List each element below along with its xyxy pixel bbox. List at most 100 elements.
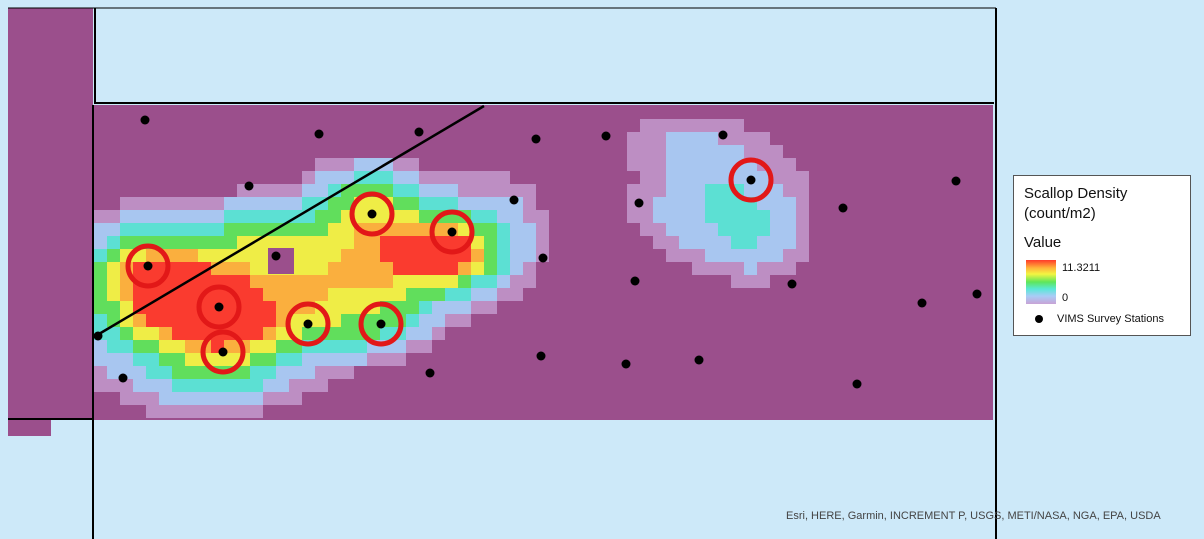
density-cell: [276, 327, 289, 340]
survey-station-marker[interactable]: [140, 115, 150, 125]
density-cell: [471, 262, 484, 275]
density-cell: [94, 353, 107, 366]
density-cell: [679, 236, 692, 249]
survey-station-marker[interactable]: [271, 251, 281, 261]
density-cell: [94, 288, 107, 301]
survey-station-marker[interactable]: [601, 131, 611, 141]
density-cell: [302, 288, 315, 301]
survey-station-marker[interactable]: [621, 359, 631, 369]
density-cell: [172, 223, 185, 236]
highlight-ring: [200, 329, 246, 375]
density-cell: [679, 197, 692, 210]
density-cell: [198, 210, 211, 223]
density-cell: [159, 301, 172, 314]
density-cell: [497, 184, 510, 197]
density-cell: [146, 249, 159, 262]
density-cell: [120, 392, 133, 405]
survey-station-marker[interactable]: [838, 203, 848, 213]
density-cell: [289, 184, 302, 197]
density-cell: [510, 184, 523, 197]
survey-station-marker[interactable]: [376, 319, 386, 329]
survey-station-marker[interactable]: [118, 373, 128, 383]
survey-station-marker[interactable]: [367, 209, 377, 219]
density-cell: [653, 119, 666, 132]
density-cell: [211, 236, 224, 249]
density-cell: [393, 236, 406, 249]
density-cell: [198, 249, 211, 262]
density-cell: [354, 236, 367, 249]
density-cell: [185, 301, 198, 314]
density-cell: [445, 262, 458, 275]
highlighted-stations: [125, 157, 774, 375]
legend-color-ramp: [1026, 260, 1056, 304]
density-cell: [497, 210, 510, 223]
survey-station-marker[interactable]: [143, 261, 153, 271]
density-cell: [510, 288, 523, 301]
density-cell: [458, 288, 471, 301]
survey-station-marker[interactable]: [93, 331, 103, 341]
density-cell: [120, 236, 133, 249]
survey-station-marker[interactable]: [917, 298, 927, 308]
survey-station-marker[interactable]: [531, 134, 541, 144]
density-cell: [640, 184, 653, 197]
survey-station-marker[interactable]: [972, 289, 982, 299]
density-cell: [523, 223, 536, 236]
survey-station-marker[interactable]: [536, 351, 546, 361]
density-cell: [341, 353, 354, 366]
density-cell: [263, 314, 276, 327]
survey-station-marker[interactable]: [746, 175, 756, 185]
density-cell: [276, 275, 289, 288]
density-cell: [289, 392, 302, 405]
density-cell: [419, 171, 432, 184]
density-cell: [276, 379, 289, 392]
density-cell: [237, 379, 250, 392]
density-cell: [432, 262, 445, 275]
density-cell: [341, 184, 354, 197]
density-cell: [744, 210, 757, 223]
survey-station-marker[interactable]: [852, 379, 862, 389]
density-cell: [783, 171, 796, 184]
density-cell: [757, 236, 770, 249]
survey-station-marker[interactable]: [509, 195, 519, 205]
density-cell: [770, 223, 783, 236]
density-cell: [666, 197, 679, 210]
density-cell: [185, 249, 198, 262]
density-cell: [510, 236, 523, 249]
density-cell: [354, 275, 367, 288]
density-cell: [627, 145, 640, 158]
density-cell: [302, 223, 315, 236]
survey-station-marker[interactable]: [414, 127, 424, 137]
survey-station-marker[interactable]: [718, 130, 728, 140]
highlight-ring: [349, 191, 395, 237]
density-cell: [302, 327, 315, 340]
survey-station-marker[interactable]: [630, 276, 640, 286]
density-cell: [133, 262, 146, 275]
survey-station-marker[interactable]: [694, 355, 704, 365]
survey-station-marker[interactable]: [244, 181, 254, 191]
density-cell: [328, 158, 341, 171]
survey-station-marker[interactable]: [425, 368, 435, 378]
density-cell: [380, 262, 393, 275]
density-cell: [133, 340, 146, 353]
survey-station-marker[interactable]: [314, 129, 324, 139]
density-cell: [484, 184, 497, 197]
density-cell: [328, 275, 341, 288]
survey-station-marker[interactable]: [787, 279, 797, 289]
survey-station-marker[interactable]: [538, 253, 548, 263]
density-cell: [198, 262, 211, 275]
survey-station-marker[interactable]: [951, 176, 961, 186]
survey-station-marker[interactable]: [303, 319, 313, 329]
density-cell: [692, 158, 705, 171]
survey-station-marker[interactable]: [218, 347, 228, 357]
survey-station-marker[interactable]: [447, 227, 457, 237]
density-cell: [146, 405, 159, 418]
density-cell: [185, 353, 198, 366]
density-cell: [354, 262, 367, 275]
survey-station-marker[interactable]: [634, 198, 644, 208]
density-cell: [757, 275, 770, 288]
survey-station-marker[interactable]: [214, 302, 224, 312]
density-cell: [718, 171, 731, 184]
density-cell: [263, 379, 276, 392]
density-cell: [484, 249, 497, 262]
